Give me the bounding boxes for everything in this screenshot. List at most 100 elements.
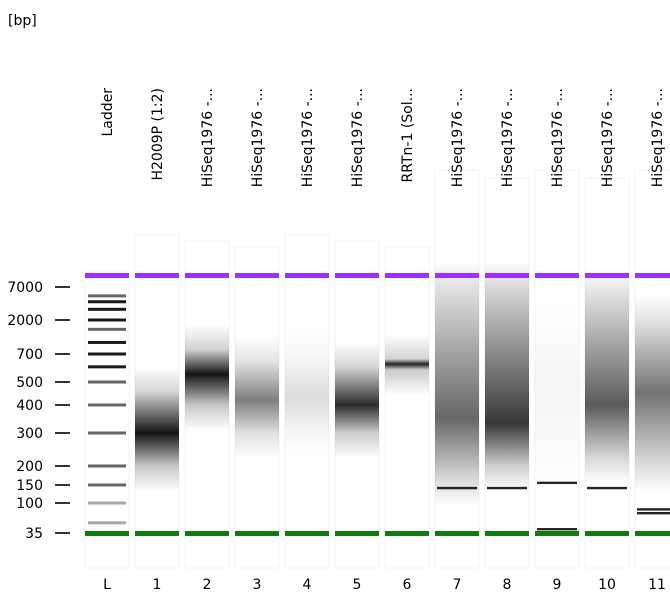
sample-smear [185, 324, 229, 430]
sample-smear [535, 295, 579, 491]
sample-smear [335, 341, 379, 458]
upper-marker-band [335, 273, 379, 278]
upper-marker-band [485, 273, 529, 278]
sample-smear [485, 262, 529, 491]
axis-tick-label: 400 [16, 398, 43, 414]
upper-marker-band [185, 273, 229, 278]
lower-marker-band [235, 531, 279, 536]
lower-marker-band [385, 531, 429, 536]
ladder-band [88, 307, 126, 311]
upper-marker-band [135, 273, 179, 278]
lane-number: 2 [203, 577, 212, 593]
lanes-group: L Ladder 1 H2009P (1:2) 2 HiSeq1976 -... 3 HiSe… [84, 88, 670, 593]
axis-tick-label: 700 [16, 347, 43, 363]
lane-4[interactable]: 4 HiSeq1976 -... [284, 88, 330, 593]
lane-9[interactable]: 9 HiSeq1976 -... [534, 88, 580, 593]
ladder-band [88, 352, 126, 356]
ladder-band [88, 403, 126, 407]
lane-5[interactable]: 5 HiSeq1976 -... [334, 88, 380, 593]
lane-number: 11 [648, 577, 666, 593]
lane-ladder[interactable]: L Ladder [84, 88, 130, 593]
lower-marker-band [185, 531, 229, 536]
lane-label: HiSeq1976 -... [250, 88, 266, 187]
lane-label: H2009P (1:2) [150, 88, 166, 181]
lane-number: 6 [403, 577, 412, 593]
lane-6[interactable]: 6 RRTn-1 (Sol... [384, 88, 430, 593]
sample-smear [385, 333, 429, 395]
axis-tick-label: 200 [16, 459, 43, 475]
lower-marker-band [585, 531, 629, 536]
lower-marker-band [485, 531, 529, 536]
ladder-band [88, 380, 126, 384]
lane-3[interactable]: 3 HiSeq1976 -... [234, 88, 280, 593]
upper-marker-band [385, 273, 429, 278]
lower-marker-band [135, 531, 179, 536]
ladder-band [88, 340, 126, 344]
ladder-band [88, 431, 126, 435]
axis-tick-label: 100 [16, 496, 43, 512]
lower-marker-band [535, 531, 579, 536]
upper-marker-band [85, 273, 129, 278]
lane-number: 3 [253, 577, 262, 593]
ladder-band [88, 501, 126, 505]
sample-smear [435, 262, 479, 506]
ladder-band [88, 327, 126, 331]
sample-band [637, 508, 670, 511]
lane-number: 7 [453, 577, 462, 593]
lane-label: Ladder [100, 88, 116, 137]
lane-background [384, 246, 430, 569]
lower-marker-band [635, 531, 670, 536]
lane-number: 8 [503, 577, 512, 593]
lane-label: HiSeq1976 -... [550, 88, 566, 187]
ladder-band [88, 294, 126, 298]
sample-smear [585, 270, 629, 484]
lane-number: 4 [303, 577, 312, 593]
lane-8[interactable]: 8 HiSeq1976 -... [484, 88, 530, 593]
ladder-band [88, 300, 126, 304]
lane-label: HiSeq1976 -... [450, 88, 466, 187]
lane-label: HiSeq1976 -... [350, 88, 366, 187]
sample-band [537, 481, 577, 485]
sample-band [587, 486, 627, 490]
upper-marker-band [435, 273, 479, 278]
ladder-band [88, 318, 126, 322]
axis-tick-label: 2000 [7, 313, 43, 329]
axis-tick-label: 35 [25, 526, 43, 542]
sample-band [487, 486, 527, 490]
upper-marker-band [285, 273, 329, 278]
axis-tick-label: 150 [16, 478, 43, 494]
lane-number: 5 [353, 577, 362, 593]
sample-smear [285, 329, 329, 458]
axis-tick-label: 300 [16, 426, 43, 442]
sample-smear [135, 367, 179, 491]
sample-smear [235, 335, 279, 458]
unit-label: [bp] [8, 13, 37, 29]
ladder-band [88, 483, 126, 487]
lower-marker-band [335, 531, 379, 536]
lane-label: HiSeq1976 -... [650, 88, 666, 187]
lane-label: HiSeq1976 -... [200, 88, 216, 187]
lane-label: HiSeq1976 -... [300, 88, 316, 187]
lane-11[interactable]: 11 HiSeq1976 -... [634, 88, 670, 593]
sample-band [637, 511, 670, 515]
lane-number: 1 [153, 577, 162, 593]
upper-marker-band [235, 273, 279, 278]
lower-marker-band [285, 531, 329, 536]
lane-10[interactable]: 10 HiSeq1976 -... [584, 88, 630, 593]
size-axis: 7000 2000 700 500 400 300 200 150 100 35 [7, 280, 70, 542]
lower-marker-band [85, 531, 129, 536]
lane-number: L [103, 577, 111, 593]
lane-label: RRTn-1 (Sol... [400, 88, 416, 182]
upper-marker-band [635, 273, 670, 278]
lane-1[interactable]: 1 H2009P (1:2) [134, 88, 180, 593]
upper-marker-band [585, 273, 629, 278]
ladder-band [88, 365, 126, 369]
upper-marker-band [535, 273, 579, 278]
ladder-band [88, 521, 126, 525]
lane-7[interactable]: 7 HiSeq1976 -... [434, 88, 480, 593]
sample-smear [635, 295, 670, 491]
sample-band [437, 486, 477, 490]
lane-2[interactable]: 2 HiSeq1976 -... [184, 88, 230, 593]
lane-label: HiSeq1976 -... [600, 88, 616, 187]
